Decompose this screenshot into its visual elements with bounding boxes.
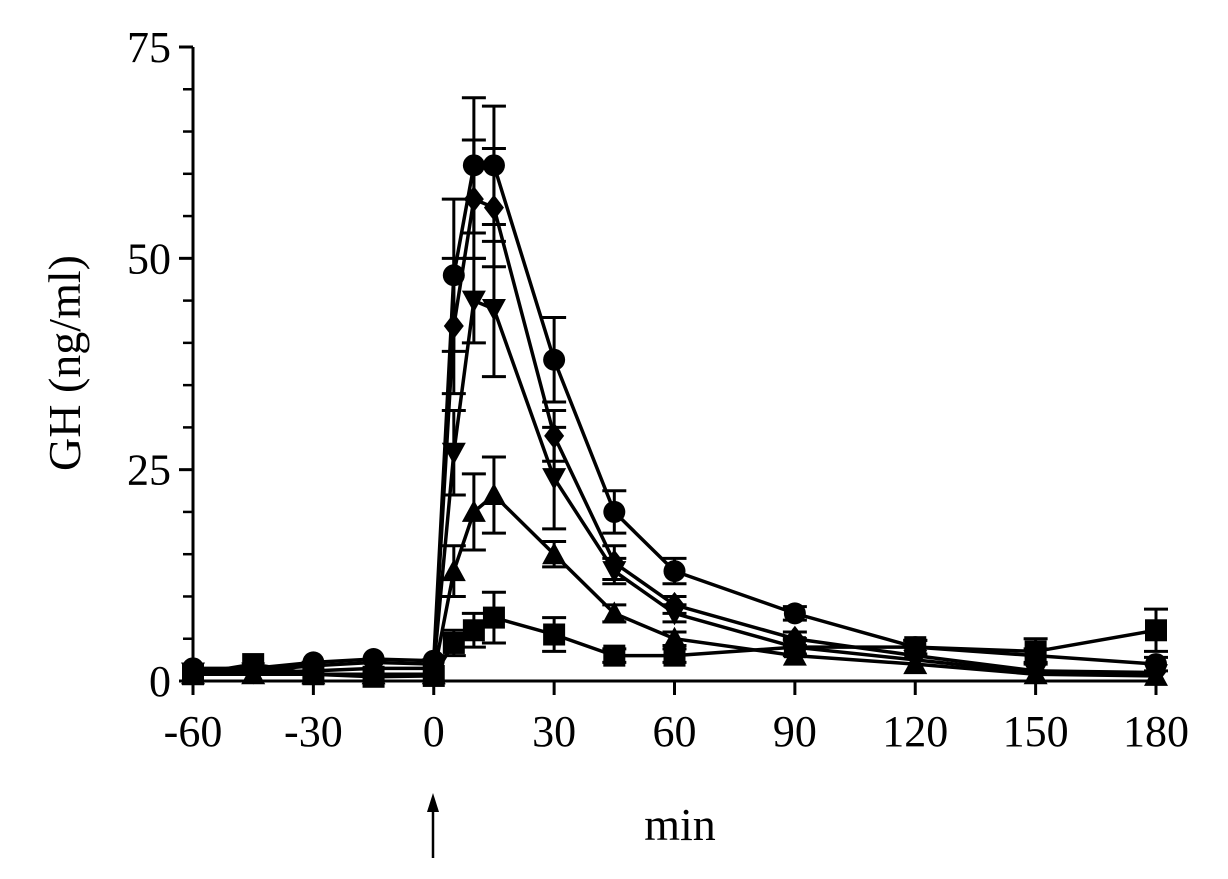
triangle-up-marker-icon (903, 652, 928, 675)
x-tick-label: 90 (773, 707, 817, 756)
y-tick-label: 50 (127, 234, 171, 283)
circle-marker-icon (783, 602, 806, 625)
x-tick-label: -60 (164, 707, 223, 756)
triangle-up-marker-icon (1023, 662, 1048, 685)
square-marker-icon (603, 644, 626, 667)
axis-labels: GH (ng/ml) min (39, 255, 716, 850)
circle-marker-icon (663, 560, 686, 583)
series-triangle-down (181, 239, 1168, 687)
x-tick-label: 30 (532, 707, 576, 756)
square-marker-icon (904, 636, 927, 659)
square-marker-icon (242, 653, 265, 676)
diamond-marker-icon (463, 186, 484, 213)
triangle-up-marker-icon (1144, 663, 1168, 686)
square-marker-icon (302, 663, 325, 686)
x-tick-label: 120 (882, 707, 948, 756)
triangle-down-marker-icon (481, 299, 506, 322)
square-marker-icon (663, 644, 686, 667)
injection-arrow-icon (427, 793, 439, 858)
diamond-marker-icon (483, 194, 504, 221)
y-tick-label: 75 (127, 23, 171, 72)
x-tick-label: -30 (284, 707, 343, 756)
diamond-marker-icon (443, 312, 464, 339)
square-marker-icon (182, 663, 204, 686)
triangle-down-marker-icon (542, 468, 567, 491)
axes: 0 25 50 75 -60 -30 0 30 60 90 120 150 180 (127, 23, 1189, 756)
x-tick-label: 60 (653, 707, 697, 756)
circle-marker-icon (603, 500, 626, 523)
x-tick-label: 0 (423, 707, 445, 756)
triangle-up-marker-icon (602, 601, 627, 624)
series-layer (181, 96, 1168, 688)
triangle-up-marker-icon (461, 499, 486, 522)
triangle-down-marker-icon (602, 561, 627, 584)
series-square (182, 590, 1168, 688)
y-tick-label: 0 (149, 657, 171, 706)
triangle-down-marker-icon (461, 290, 486, 313)
triangle-up-marker-icon (662, 626, 687, 649)
square-marker-icon (442, 631, 465, 654)
x-axis-label: min (644, 799, 716, 850)
triangle-down-marker-icon (441, 442, 466, 465)
triangle-up-marker-icon (542, 542, 567, 565)
square-marker-icon (462, 619, 485, 642)
square-marker-icon (543, 623, 566, 646)
square-marker-icon (422, 664, 445, 687)
square-marker-icon (1145, 619, 1167, 642)
x-tick-label: 150 (1003, 707, 1069, 756)
triangle-down-marker-icon (662, 603, 687, 626)
square-marker-icon (482, 606, 505, 629)
series-circle (182, 96, 1168, 680)
circle-marker-icon (543, 348, 566, 371)
square-marker-icon (783, 636, 806, 659)
y-axis-label: GH (ng/ml) (39, 255, 90, 471)
triangle-up-marker-icon (481, 483, 506, 506)
triangle-up-marker-icon (441, 559, 466, 582)
y-tick-label: 25 (127, 446, 171, 495)
x-tick-label: 180 (1123, 707, 1189, 756)
square-marker-icon (362, 665, 385, 688)
square-marker-icon (1024, 640, 1047, 663)
